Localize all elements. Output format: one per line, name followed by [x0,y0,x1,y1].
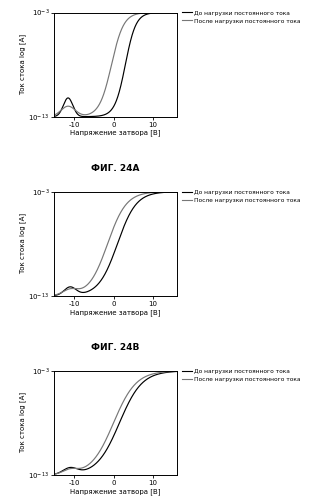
Legend: До нагрузки постоянного тока, После нагрузки постоянного тока: До нагрузки постоянного тока, После нагр… [182,369,301,382]
X-axis label: Напряжение затвора [В]: Напряжение затвора [В] [70,488,161,494]
Y-axis label: Ток стока log [А]: Ток стока log [А] [20,213,26,274]
Legend: До нагрузки постоянного тока, После нагрузки постоянного тока: До нагрузки постоянного тока, После нагр… [182,10,301,24]
Y-axis label: Ток стока log [А]: Ток стока log [А] [20,392,26,454]
Text: ФИГ. 24А: ФИГ. 24А [91,164,140,172]
X-axis label: Напряжение затвора [В]: Напряжение затвора [В] [70,130,161,136]
X-axis label: Напряжение затвора [В]: Напряжение затвора [В] [70,309,161,316]
Legend: До нагрузки постоянного тока, После нагрузки постоянного тока: До нагрузки постоянного тока, После нагр… [182,190,301,202]
Text: ФИГ. 24B: ФИГ. 24B [91,342,140,351]
Y-axis label: Ток стока log [А]: Ток стока log [А] [20,34,26,95]
